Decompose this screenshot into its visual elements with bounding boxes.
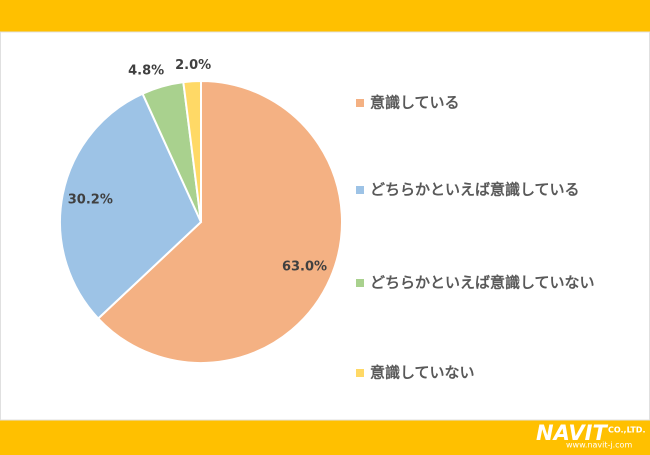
header-bar [0,0,650,32]
legend-swatch [356,279,364,287]
pie-slice [182,79,202,223]
legend-swatch [356,369,364,377]
footer-bar [0,420,650,455]
legend-swatch [356,186,364,194]
logo-suffix: CO.,LTD. [608,426,645,435]
data-label: 30.2% [68,193,113,208]
data-label: 63.0% [282,259,327,274]
logo-name: NAVIT [536,421,608,445]
legend-label: 意識していない [370,364,475,382]
data-label: 2.0% [175,58,211,73]
pie-slice [96,79,343,364]
legend-label: 意識している [370,94,460,112]
pie-slice [59,92,203,320]
legend-label: どちらかといえば意識している [370,181,580,199]
legend-label: どちらかといえば意識していない [370,274,595,292]
legend-swatch [356,99,364,107]
data-label: 4.8% [128,63,164,78]
logo-url: www.navit-j.com [566,441,632,450]
